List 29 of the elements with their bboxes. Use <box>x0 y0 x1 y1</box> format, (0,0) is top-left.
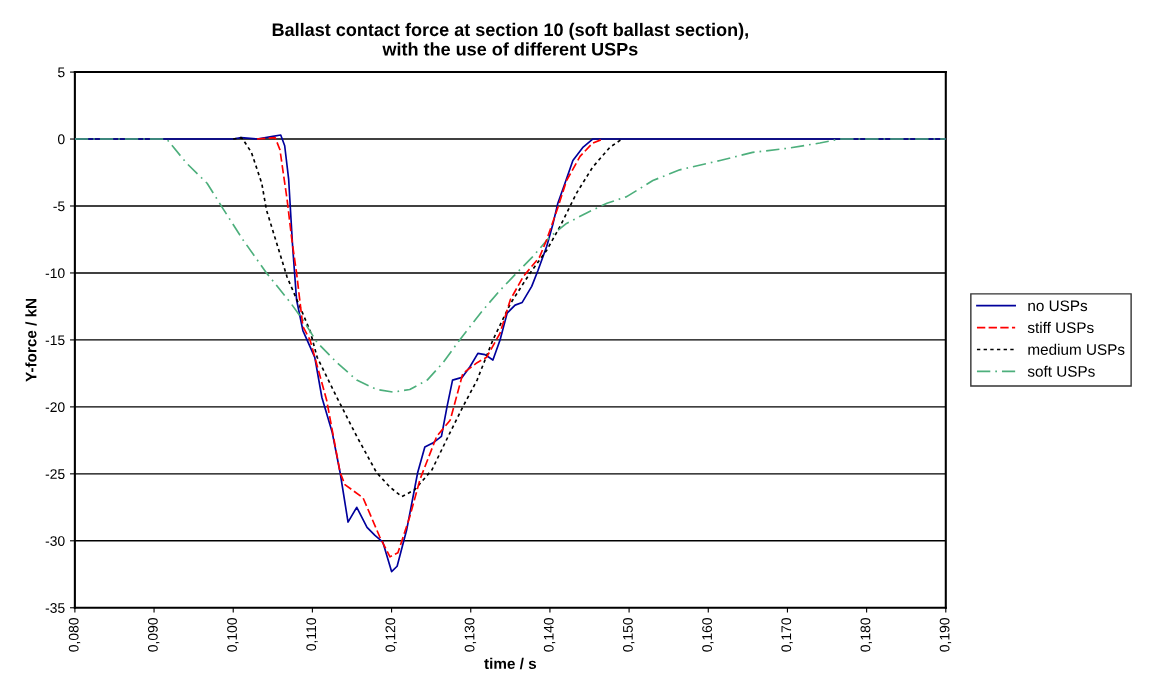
y-tick-label: -35 <box>45 603 65 613</box>
x-tick-label: 0,100 <box>227 618 239 652</box>
legend-label: no USPs <box>1028 300 1088 312</box>
y-tick-label: -15 <box>45 335 65 346</box>
y-tick-label: -30 <box>45 536 65 546</box>
legend-label: soft USPs <box>1027 365 1095 377</box>
x-tick-label: 0,140 <box>543 618 556 652</box>
x-tick-label: 0,130 <box>464 618 477 652</box>
y-tick-label: 0 <box>57 134 65 145</box>
x-tick-label: 0,190 <box>939 618 952 652</box>
y-axis-title: Y-force / kN <box>25 298 37 382</box>
line-series <box>256 136 604 558</box>
x-tick-label: 0,120 <box>385 618 397 652</box>
x-tick-label: 0,080 <box>68 618 81 652</box>
x-axis-title: time / s <box>484 657 537 670</box>
x-tick-label: 0,110 <box>306 618 318 651</box>
x-tick-label: 0,160 <box>702 618 714 652</box>
y-tick-label: -20 <box>45 402 65 413</box>
y-tick-label: -5 <box>53 201 65 212</box>
x-tick-label: 0,090 <box>147 618 160 652</box>
y-tick-label: 5 <box>57 67 65 78</box>
legend-label: medium USPs <box>1028 343 1125 355</box>
y-tick-label: -10 <box>45 268 65 279</box>
y-tick-label: -25 <box>45 469 65 480</box>
x-tick-label: 0,170 <box>781 618 793 652</box>
chart-title: Ballast contact force at section 10 (soft ballast section), with the use of different USPs <box>272 22 748 56</box>
x-tick-label: 0,150 <box>622 618 635 652</box>
legend-label: stiff USPs <box>1027 321 1094 334</box>
x-tick-label: 0,180 <box>860 618 872 652</box>
